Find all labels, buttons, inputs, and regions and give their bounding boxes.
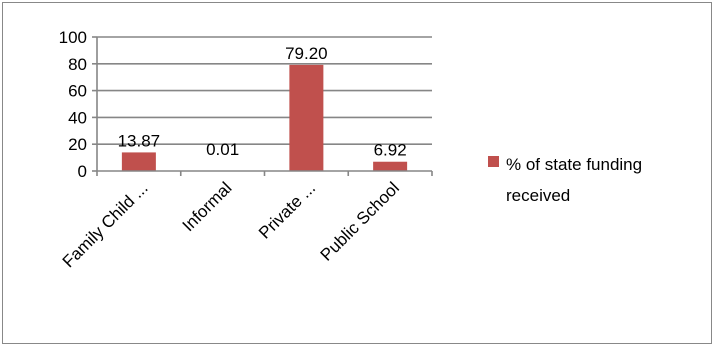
legend-label-line-1: % of state funding [506, 155, 642, 174]
x-tick-label: Public School [317, 178, 403, 264]
bar [373, 161, 408, 171]
y-tick-label: 60 [68, 82, 87, 101]
y-tick-label: 20 [68, 135, 87, 154]
x-tick-labels: Family Child ... Informal Private ...Publi… [59, 178, 403, 271]
axes [92, 36, 433, 176]
data-label: 6.92 [374, 141, 407, 160]
y-tick-labels: 0 20 40 60 80 100 [59, 28, 87, 181]
x-tick-label: Informal [179, 178, 236, 235]
x-tick-label: Family Child ... [59, 178, 152, 271]
y-tick-label: 0 [78, 162, 87, 181]
bar [289, 64, 324, 171]
gridlines [97, 36, 432, 145]
data-label: 13.87 [118, 131, 161, 150]
y-tick-label: 100 [59, 28, 87, 47]
y-tick-label: 40 [68, 108, 87, 127]
data-labels: 13.87 0.01 79.20 6.92 [118, 44, 407, 160]
legend: % of state funding received [488, 155, 642, 205]
bars [121, 64, 408, 171]
y-tick-label: 80 [68, 55, 87, 74]
x-tick-label: Private ... [255, 178, 319, 242]
data-label: 0.01 [206, 140, 239, 159]
bar [121, 152, 156, 171]
data-label: 79.20 [285, 44, 328, 63]
legend-swatch [488, 156, 499, 167]
legend-label-line-2: received [506, 186, 570, 205]
